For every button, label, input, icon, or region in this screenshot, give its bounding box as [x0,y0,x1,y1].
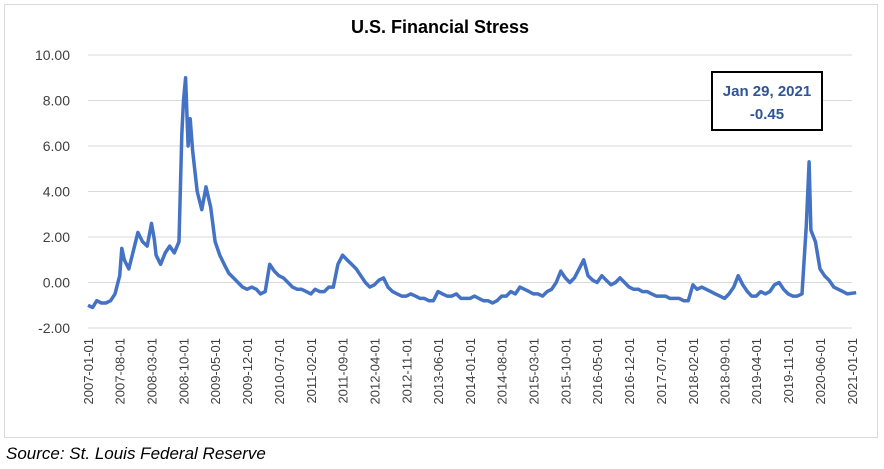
x-tick-label: 2009-12-01 [240,338,255,405]
y-tick-label: 4.00 [43,184,70,200]
x-tick-label: 2021-01-01 [845,338,860,405]
x-tick-label: 2015-10-01 [558,338,573,405]
x-tick-label: 2017-07-01 [654,338,669,405]
x-tick-label: 2014-08-01 [495,338,510,405]
x-tick-label: 2018-09-01 [718,338,733,405]
source-note: Source: St. Louis Federal Reserve [6,444,266,463]
x-tick-label: 2015-03-01 [526,338,541,405]
x-tick-label: 2016-12-01 [622,338,637,405]
annotation-box: Jan 29, 2021 -0.45 [711,71,823,131]
y-tick-label: -2.00 [38,320,70,336]
x-tick-label: 2008-03-01 [144,338,159,405]
x-tick-label: 2011-09-01 [336,338,351,404]
x-tick-label: 2009-05-01 [208,338,223,405]
x-tick-label: 2020-06-01 [813,338,828,405]
annotation-date: Jan 29, 2021 [723,83,811,100]
x-tick-label: 2010-07-01 [272,338,287,405]
y-tick-label: 6.00 [43,138,70,154]
x-tick-label: 2007-08-01 [113,338,128,405]
x-tick-label: 2014-01-01 [463,338,478,405]
x-tick-label: 2011-02-01 [304,338,319,404]
y-tick-label: 10.00 [35,47,70,63]
annotation-value: -0.45 [750,106,784,123]
x-tick-label: 2012-04-01 [367,338,382,405]
x-tick-label: 2008-10-01 [176,338,191,405]
annotation-border [711,71,823,131]
financial-stress-chart: U.S. Financial Stress 10.00 8.00 6.00 4.00 2… [35,17,860,405]
chart-title: U.S. Financial Stress [351,17,529,37]
x-tick-label: 2007-01-01 [81,338,96,405]
x-tick-label: 2016-05-01 [590,338,605,405]
series-line [87,76,857,310]
y-tick-label: 8.00 [43,93,70,109]
x-tick-label: 2018-02-01 [686,338,701,405]
x-tick-label: 2012-11-01 [399,338,414,404]
x-tick-label: 2019-11-01 [781,338,796,404]
y-tick-label: 2.00 [43,229,70,245]
x-tick-label: 2019-04-01 [749,338,764,405]
y-tick-label: 0.00 [43,275,70,291]
chart-frame [4,4,878,438]
x-tick-label: 2013-06-01 [431,338,446,405]
